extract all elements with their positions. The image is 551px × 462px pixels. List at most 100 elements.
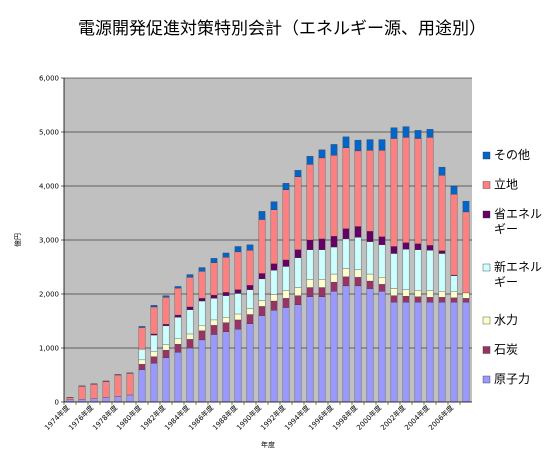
bar-segment-0-13 [222, 331, 230, 403]
bar-segment-5-30 [426, 137, 434, 246]
bar-segment-0-14 [234, 328, 242, 403]
bar-segment-5-23 [342, 147, 350, 229]
bar-segment-0-3 [102, 397, 110, 403]
bar-segment-3-31 [438, 253, 446, 292]
bar-segment-1-27 [390, 295, 398, 303]
bar-segment-6-26 [378, 139, 386, 151]
bar-segment-5-25 [366, 150, 374, 232]
bar-segment-6-11 [198, 267, 206, 272]
bar-segment-0-30 [426, 301, 434, 403]
bar-segment-6-3 [102, 380, 110, 382]
bar-segment-0-15 [246, 323, 254, 403]
bar-segment-3-18 [282, 266, 290, 291]
bar-segment-1-22 [330, 281, 338, 292]
bar-segment-2-21 [318, 279, 326, 288]
legend-label-3: 新エネルギー [494, 259, 542, 289]
bar-segment-6-31 [438, 166, 446, 176]
bar-segment-0-28 [402, 301, 410, 403]
bar-segment-0-26 [378, 291, 386, 403]
bar-segment-0-7 [150, 362, 158, 403]
bar-segment-0-10 [186, 347, 194, 403]
bar-segment-6-19 [294, 170, 302, 177]
bar-segment-4-24 [354, 226, 362, 238]
bar-segment-4-18 [282, 259, 290, 267]
bar-segment-1-17 [270, 300, 278, 311]
bar-segment-1-9 [174, 344, 182, 353]
bar-segment-6-12 [210, 258, 218, 263]
bar-segment-2-6 [138, 359, 146, 365]
bar-segment-0-33 [462, 301, 470, 403]
x-tick-label: 1998年度 [331, 403, 360, 432]
bar-segment-5-14 [234, 251, 242, 290]
bar-segment-5-19 [294, 176, 302, 250]
y-tick-label: 2,000 [39, 291, 59, 299]
bar-segment-1-23 [342, 276, 350, 287]
bar-segment-6-21 [318, 149, 326, 159]
bar-segment-1-11 [198, 330, 206, 341]
bar-segment-3-10 [186, 309, 194, 335]
bar-segment-6-1 [78, 385, 86, 387]
bar-segment-0-9 [174, 352, 182, 403]
bar-segment-5-18 [282, 189, 290, 261]
chart-title: 電源開発促進対策特別会計（エネルギー源、用途別） [78, 19, 486, 39]
bar-segment-4-21 [318, 238, 326, 250]
bar-segment-2-29 [414, 290, 422, 297]
x-tick-label: 1986年度 [187, 403, 216, 432]
bar-segment-1-14 [234, 319, 242, 330]
x-tick-label: 1982年度 [139, 403, 168, 432]
bar-segment-2-11 [198, 325, 206, 331]
bar-segment-2-18 [282, 290, 290, 299]
bar-segment-2-9 [174, 338, 182, 345]
bar-segment-1-33 [462, 298, 470, 303]
bar-segment-1-26 [378, 284, 386, 292]
legend-swatch-2 [482, 210, 491, 219]
y-tick-label: 4,000 [39, 183, 59, 191]
bar-segment-2-24 [354, 269, 362, 278]
bar-segment-1-28 [402, 296, 410, 303]
bar-segment-5-24 [354, 150, 362, 227]
bar-segment-2-31 [438, 291, 446, 298]
x-tick-label: 1992年度 [259, 403, 288, 432]
bar-segment-5-31 [438, 175, 446, 251]
bar-segment-2-23 [342, 268, 350, 277]
legend-label-4: 水力 [494, 313, 518, 327]
y-tick-label: 1,000 [39, 345, 59, 353]
x-tick-label: 2002年度 [379, 403, 408, 432]
y-axis-label: 億円 [13, 233, 22, 247]
legend-swatch-1 [482, 181, 491, 189]
bar-segment-4-17 [270, 263, 278, 271]
bar-segment-6-13 [222, 252, 230, 258]
bar-segment-5-2 [90, 384, 98, 399]
bar-segment-2-27 [390, 288, 398, 296]
bar-segment-1-20 [306, 287, 314, 297]
bar-segment-1-15 [246, 314, 254, 324]
bar-segment-6-23 [342, 136, 350, 148]
bar-segment-1-19 [294, 295, 302, 305]
x-axis-label: 年度 [261, 440, 275, 449]
bar-segment-4-9 [174, 314, 182, 318]
bar-segment-2-8 [162, 344, 170, 351]
bar-segment-2-14 [234, 313, 242, 321]
bar-segment-6-6 [138, 326, 146, 328]
x-tick-label: 1978年度 [91, 403, 120, 432]
bar-segment-4-25 [366, 231, 374, 242]
bar-segment-4-20 [306, 239, 314, 250]
bar-segment-5-32 [450, 193, 458, 276]
bar-segment-0-24 [354, 285, 362, 403]
bar-segment-3-9 [174, 317, 182, 339]
bar-segment-3-17 [270, 270, 278, 295]
legend-swatch-0 [482, 151, 491, 160]
bar-segment-0-25 [366, 288, 374, 403]
bar-segment-5-3 [102, 381, 110, 398]
bar-segment-5-28 [402, 137, 410, 243]
bar-segment-4-30 [426, 245, 434, 251]
bar-segment-1-12 [210, 325, 218, 335]
bar-segment-4-16 [258, 273, 266, 280]
bar-segment-1-8 [162, 350, 170, 358]
bar-segment-2-25 [366, 273, 374, 282]
bar-segment-3-26 [378, 244, 386, 278]
bar-segment-5-21 [318, 157, 326, 240]
y-tick-label: 0 [55, 399, 59, 407]
bar-segment-6-2 [90, 383, 98, 385]
